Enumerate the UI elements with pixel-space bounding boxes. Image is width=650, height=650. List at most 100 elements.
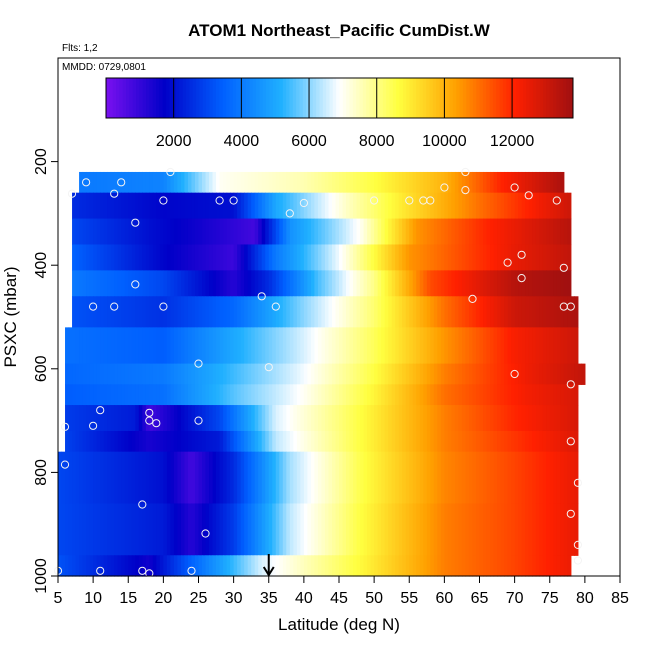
heat-cell [556, 327, 561, 365]
heat-cell [454, 384, 460, 406]
heat-cell [458, 503, 463, 556]
heat-cell [275, 218, 280, 246]
heat-cell [198, 430, 203, 453]
heat-cell [244, 363, 249, 385]
heat-cell [342, 363, 347, 385]
heat-cell [553, 218, 558, 246]
heat-cell [556, 296, 561, 328]
heat-cell [353, 405, 358, 432]
heat-cell [135, 503, 140, 556]
heat-cell [507, 405, 512, 432]
heat-cell [426, 384, 431, 406]
heat-cell [205, 171, 210, 194]
heat-cell [198, 503, 203, 556]
heat-cell [107, 296, 112, 328]
heat-cell [124, 363, 129, 385]
heat-cell [138, 555, 143, 577]
heat-cell [314, 384, 319, 406]
heat-cell [419, 363, 424, 385]
colorbar-segment [449, 78, 454, 118]
heat-cell [131, 192, 136, 220]
heat-cell [507, 192, 512, 220]
heat-cell [412, 192, 417, 220]
heat-cell [500, 451, 505, 505]
heat-cell [265, 244, 270, 271]
heat-cell [342, 192, 347, 220]
heat-cell [163, 405, 168, 432]
heat-cell [360, 218, 365, 246]
heat-cell [539, 503, 544, 556]
heat-cell [367, 192, 372, 220]
heat-cell [247, 296, 252, 328]
data-point [566, 437, 575, 446]
heat-cell [121, 270, 126, 297]
heat-cell [570, 451, 575, 505]
heat-cell [405, 171, 410, 194]
data-point [566, 302, 575, 311]
heat-cell [405, 327, 410, 365]
heat-cell [346, 363, 351, 385]
heat-cell [556, 451, 561, 505]
heat-cell [251, 384, 256, 406]
heat-cell [349, 503, 354, 556]
heat-cell [377, 327, 382, 365]
heat-cell [430, 451, 435, 505]
heat-cell [244, 171, 249, 194]
heat-cell [486, 555, 491, 577]
heat-cell [159, 171, 164, 194]
heat-cell [272, 244, 277, 271]
heat-cell [472, 270, 477, 297]
heat-cell [100, 430, 105, 453]
heat-cell [170, 192, 175, 220]
heat-cell [293, 451, 298, 505]
heat-cell [209, 384, 214, 406]
heat-cell [430, 327, 435, 365]
heat-cell [324, 430, 330, 453]
heat-cell [100, 218, 105, 246]
heat-cell [251, 405, 256, 432]
colorbar-segment [412, 78, 417, 118]
heat-cell [86, 555, 91, 577]
heat-cell [405, 270, 410, 297]
heat-cell [261, 218, 266, 246]
heat-cell [549, 384, 554, 406]
heat-cell [107, 451, 112, 505]
x-tick-label: 45 [330, 590, 348, 607]
heat-cell [138, 405, 143, 432]
heat-cell [268, 218, 273, 246]
heat-cell [388, 244, 393, 271]
heat-cell [468, 171, 474, 194]
heat-cell [563, 192, 568, 220]
heat-cell [237, 503, 242, 556]
heat-cell [479, 192, 484, 220]
heat-cell [440, 218, 445, 246]
heat-cell [205, 503, 210, 556]
heat-cell [356, 244, 361, 271]
heat-cell [205, 192, 210, 220]
heat-cell [447, 451, 452, 505]
heat-cell [282, 296, 287, 328]
heat-cell [447, 363, 452, 385]
heat-cell [152, 296, 157, 328]
heat-cell [553, 270, 558, 297]
heat-cell [100, 327, 105, 365]
heat-cell [391, 405, 396, 432]
heat-cell [258, 244, 263, 271]
heat-cell [159, 244, 164, 271]
heat-cell [381, 555, 386, 577]
heat-cell [328, 218, 333, 246]
heat-cell [272, 218, 277, 246]
heat-cell [398, 384, 403, 406]
heat-cell [166, 218, 171, 246]
heat-cell [567, 192, 572, 220]
heat-cell [275, 244, 280, 271]
heat-cell [135, 192, 140, 220]
heat-cell [563, 327, 568, 365]
heat-cell [128, 270, 133, 297]
colorbar-segment [179, 78, 184, 118]
heat-cell [388, 270, 393, 297]
heat-cell [444, 363, 449, 385]
heat-cell [426, 503, 431, 556]
heat-cell [258, 327, 263, 365]
heat-cell [261, 270, 266, 297]
